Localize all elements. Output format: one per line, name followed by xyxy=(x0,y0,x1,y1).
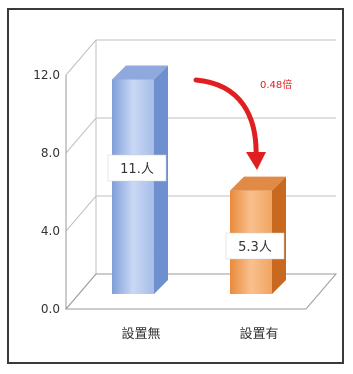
annotation-arrowhead xyxy=(246,152,266,170)
gridline xyxy=(65,117,336,154)
value-label-box xyxy=(225,232,285,260)
gridline xyxy=(65,273,336,310)
value-label: 5.3人 xyxy=(238,240,272,255)
y-tick-label: 8.0 xyxy=(41,146,60,160)
bar-front xyxy=(112,79,154,294)
gridline xyxy=(65,39,336,76)
x-category-label: 設置無 xyxy=(121,326,160,342)
x-category-label: 設置有 xyxy=(239,326,278,342)
bar-top xyxy=(230,176,286,191)
bar-top xyxy=(112,65,168,80)
chart-frame xyxy=(7,8,344,364)
y-tick-label: 4.0 xyxy=(41,224,60,238)
annotation-arrow xyxy=(193,77,259,163)
floor xyxy=(64,273,338,310)
y-tick-label: 0.0 xyxy=(41,302,60,316)
annotation-label: 0.48倍 xyxy=(260,78,292,91)
y-tick-label: 12.0 xyxy=(33,68,60,82)
gridline xyxy=(65,195,336,232)
value-label: 11.人 xyxy=(120,162,154,177)
value-label-box xyxy=(107,154,167,182)
